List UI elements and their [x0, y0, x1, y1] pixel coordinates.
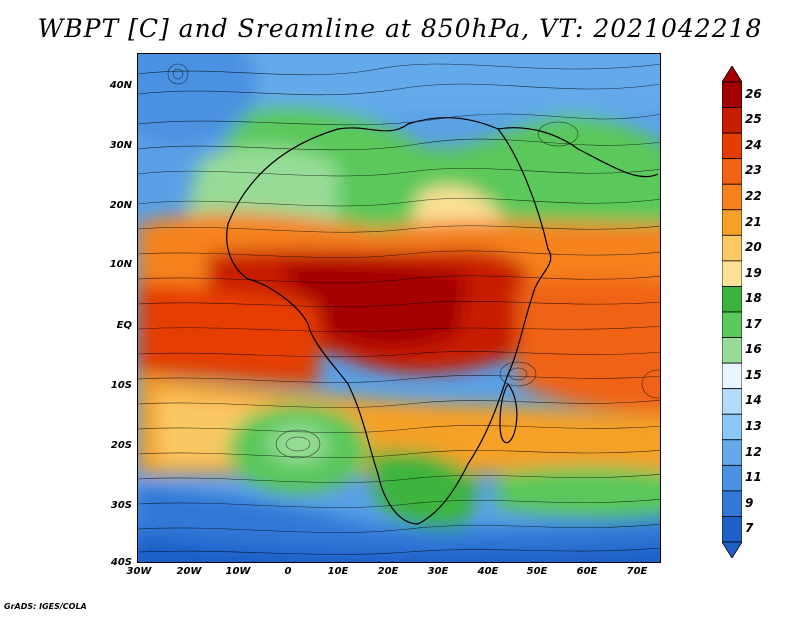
lat-label-20n: 20N — [109, 200, 132, 211]
lat-label-30s: 30S — [110, 500, 132, 511]
lat-label-20s: 20S — [110, 440, 132, 451]
lon-label-70e: 70E — [626, 566, 648, 577]
colorbar-label: 26 — [745, 86, 762, 101]
lon-label-20e: 20E — [377, 566, 399, 577]
colorbar-cell — [722, 439, 742, 466]
coastlines — [226, 117, 659, 525]
colorbar-max-arrow — [722, 66, 742, 83]
colorbar-cell — [722, 337, 742, 364]
colorbar — [722, 66, 742, 558]
colorbar-cell — [722, 490, 742, 517]
colorbar-cell — [722, 107, 742, 134]
colorbar-cell — [722, 464, 742, 492]
colorbar-cell — [722, 234, 742, 262]
colorbar-label: 16 — [745, 342, 762, 357]
lon-label-30w: 30W — [126, 566, 152, 577]
lon-label-0: 0 — [284, 566, 292, 577]
map-panel — [137, 53, 661, 563]
colorbar-label: 11 — [745, 470, 762, 485]
colorbar-cell — [722, 132, 742, 160]
lat-label-40s: 40S — [110, 557, 132, 568]
lon-label-60e: 60E — [576, 566, 598, 577]
colorbar-label: 20 — [745, 240, 762, 255]
colorbar-cell — [722, 413, 742, 441]
colorbar-cell — [722, 311, 742, 338]
colorbar-label: 22 — [745, 189, 762, 203]
wbpt-field — [138, 54, 660, 562]
colorbar-label: 23 — [745, 163, 762, 178]
lon-label-40e: 40E — [477, 566, 499, 577]
colorbar-label: 25 — [745, 112, 762, 127]
lat-label-eq: EQ — [116, 320, 132, 331]
colorbar-label: 18 — [745, 291, 762, 306]
colorbar-label: 19 — [745, 265, 762, 280]
colorbar-label: 14 — [745, 393, 762, 408]
lon-label-50e: 50E — [526, 566, 548, 577]
lon-label-10w: 10W — [225, 566, 251, 577]
grads-credit: GrADS: IGES/COLA — [4, 602, 87, 611]
colorbar-label: 13 — [745, 419, 762, 433]
colorbar-cell — [722, 260, 742, 287]
colorbar-min-arrow — [722, 541, 742, 558]
colorbar-cell — [722, 183, 742, 211]
colorbar-cell — [722, 286, 742, 313]
colorbar-label: 9 — [745, 495, 754, 510]
lon-label-20w: 20W — [176, 566, 202, 577]
lat-label-30n: 30N — [109, 140, 132, 151]
lon-label-10e: 10E — [327, 566, 349, 577]
chart-title: WBPT [C] and Sreamline at 850hPa, VT: 20… — [37, 14, 763, 43]
colorbar-label: 15 — [745, 367, 762, 382]
colorbar-label: 21 — [745, 214, 762, 229]
lat-label-10s: 10S — [110, 380, 132, 391]
colorbar-label: 7 — [745, 521, 754, 536]
colorbar-cell — [722, 158, 742, 185]
lat-label-10n: 10N — [109, 259, 132, 270]
lat-label-40n: 40N — [109, 80, 132, 91]
lon-label-30e: 30E — [427, 566, 449, 577]
colorbar-cell — [722, 362, 742, 390]
colorbar-label: 24 — [745, 137, 762, 152]
colorbar-cell — [722, 81, 742, 108]
colorbar-label: 17 — [745, 316, 762, 331]
colorbar-cell — [722, 209, 742, 236]
colorbar-cell — [722, 516, 742, 543]
colorbar-label: 12 — [745, 444, 762, 459]
colorbar-cell — [722, 388, 742, 415]
streamlines — [138, 63, 660, 555]
